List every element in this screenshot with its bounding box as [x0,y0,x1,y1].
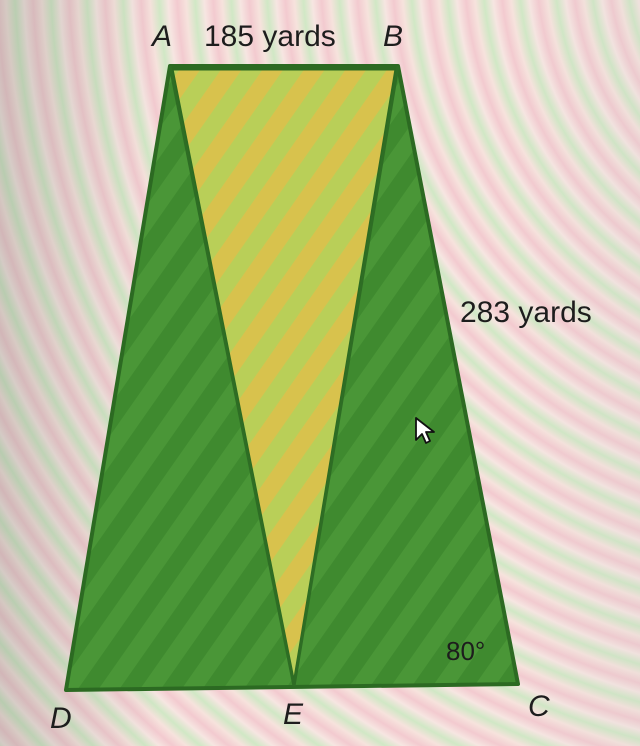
point-b-label: B [383,20,404,53]
point-e-label: E [283,698,304,731]
angle-c-label: 80° [446,636,486,666]
segment-be [292,65,400,687]
segment-ae [168,65,296,687]
right-side-length: 283 yards [460,296,592,329]
point-a-label: A [152,20,173,53]
point-c-label: C [528,690,550,723]
mouse-pointer-icon [415,417,435,444]
point-d-label: D [50,702,72,735]
top-side-length: 185 yards [204,20,336,53]
